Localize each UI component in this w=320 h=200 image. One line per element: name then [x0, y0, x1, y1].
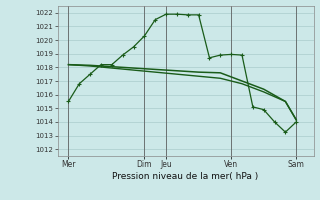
X-axis label: Pression niveau de la mer( hPa ): Pression niveau de la mer( hPa ): [112, 172, 259, 181]
